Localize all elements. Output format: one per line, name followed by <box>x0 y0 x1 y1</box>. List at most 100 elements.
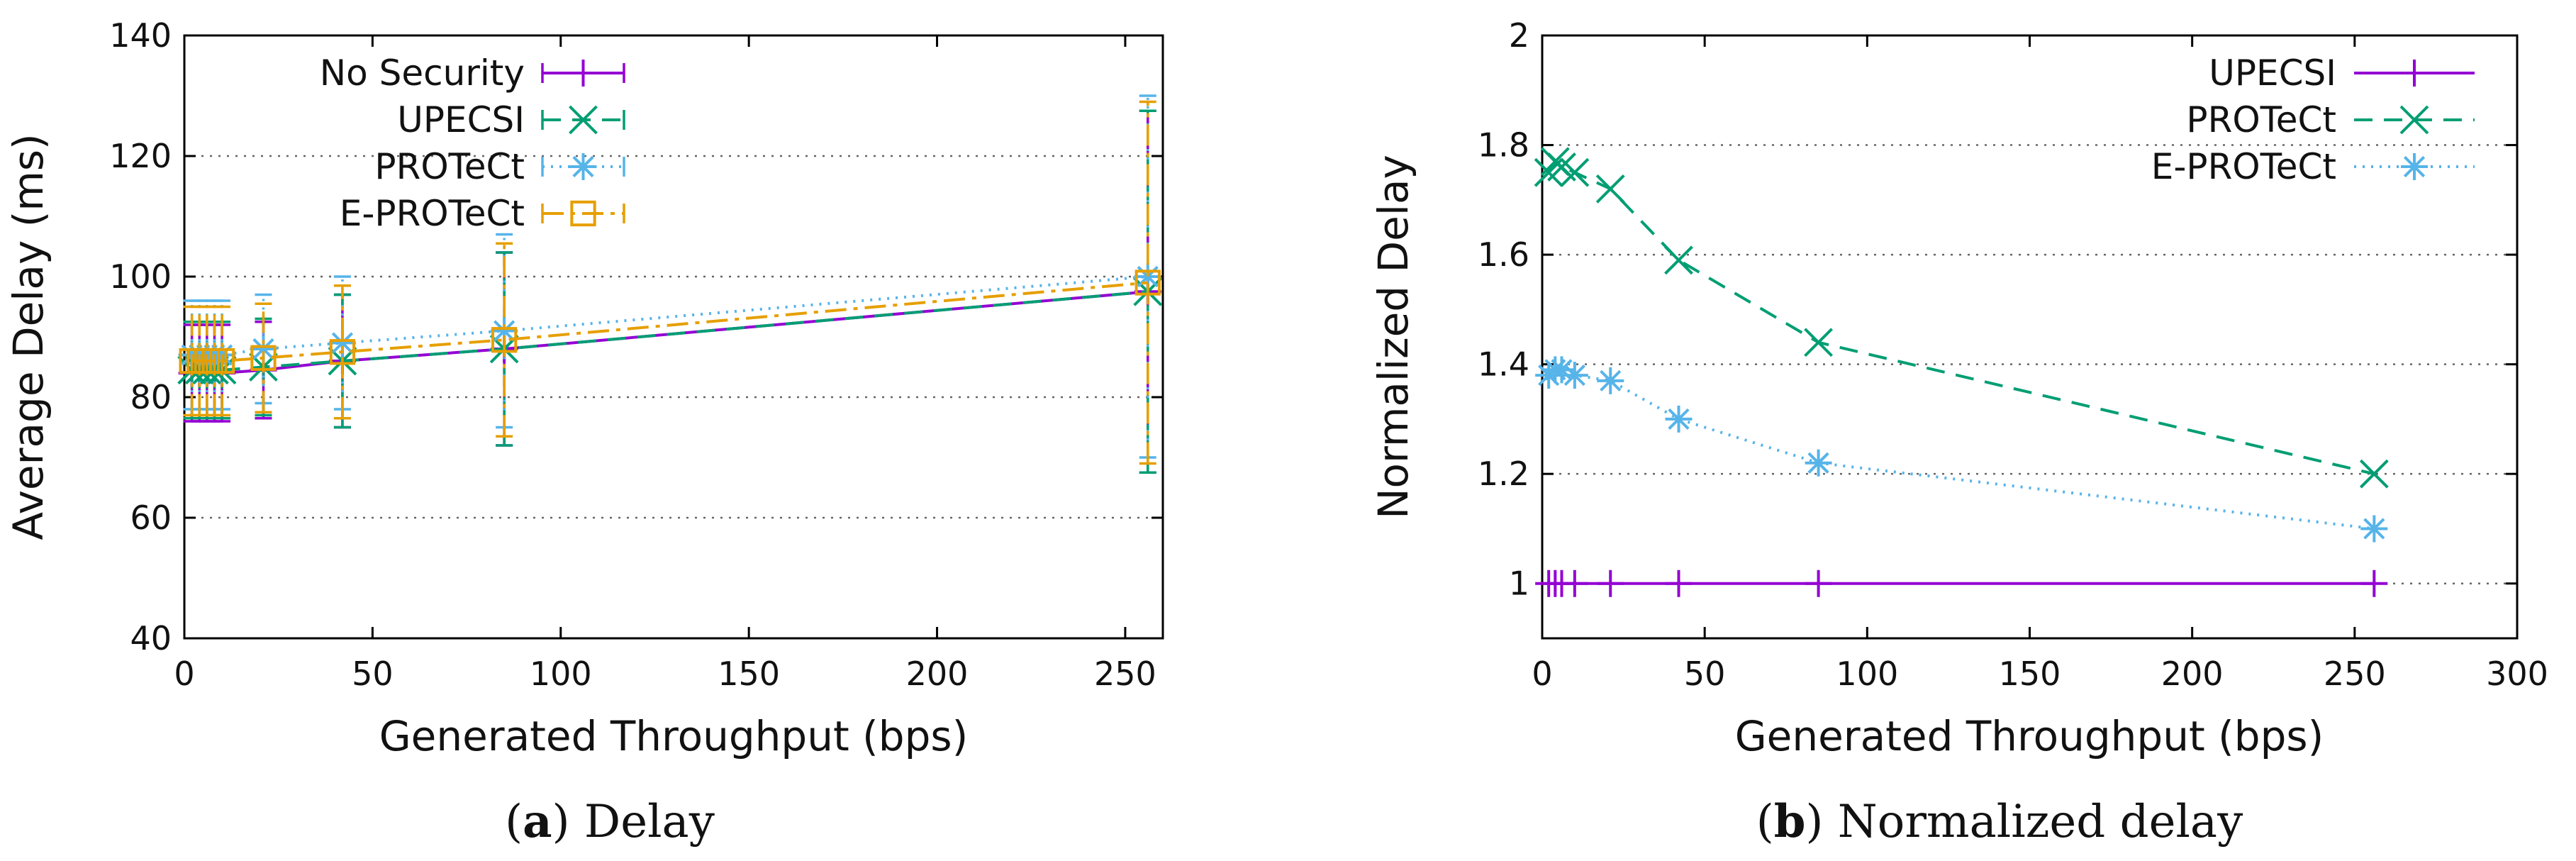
legend-label: UPECSI <box>2209 52 2336 94</box>
legend-item: UPECSI <box>2209 52 2475 94</box>
y-tick-label: 120 <box>109 137 172 175</box>
ticks-b: 1 1.2 1.4 1.6 1.8 2 0 50 100 150 200 250 300 <box>1478 16 2548 693</box>
y-axis-label-b: Normalized Delay <box>1369 155 1417 519</box>
x-axis-label-a: Generated Throughput (bps) <box>379 712 969 760</box>
legend-item: No Security <box>320 52 625 94</box>
series-line <box>191 290 1148 372</box>
legend-marker <box>2399 105 2429 135</box>
legend-item: PROTeCt <box>2186 99 2475 140</box>
legend-marker <box>2401 60 2428 87</box>
x-tick-label: 0 <box>174 655 194 693</box>
series-b <box>1534 147 2389 597</box>
x-tick-label: 100 <box>530 655 592 693</box>
caption-text-b: Normalized delay <box>1838 796 2243 848</box>
caption-b: (b) Normalized delay <box>1756 795 2243 848</box>
data-point <box>1561 362 1588 389</box>
data-point <box>329 339 356 365</box>
legend-item: E-PROTeCt <box>340 193 625 234</box>
data-point <box>2360 515 2388 543</box>
legend-marker <box>569 105 598 135</box>
y-tick-label: 1.4 <box>1478 345 1529 384</box>
data-point <box>2360 570 2388 597</box>
data-point <box>1805 570 1832 597</box>
y-tick-label: 1.8 <box>1478 126 1529 165</box>
x-tick-label: 200 <box>2161 655 2224 693</box>
ticks-a: 40 60 80 100 120 140 0 50 100 150 200 250 <box>109 16 1163 693</box>
data-point <box>1665 570 1693 597</box>
data-point <box>491 327 518 353</box>
y-tick-label: 60 <box>130 499 172 537</box>
legend-b: UPECSI PROTeCt E-PROTeCt <box>2151 52 2475 187</box>
legend-marker <box>569 153 597 180</box>
grid-a <box>184 155 1163 519</box>
y-tick-label: 40 <box>130 619 172 657</box>
data-point <box>250 335 277 362</box>
data-point <box>1665 405 1693 433</box>
y-tick-label: 140 <box>109 16 172 55</box>
caption-text-a: Delay <box>584 796 715 848</box>
y-tick-label: 100 <box>109 257 172 296</box>
caption-letter-a: a <box>523 795 552 848</box>
legend-item: E-PROTeCt <box>2151 146 2475 187</box>
data-point <box>491 317 518 345</box>
legend-label: No Security <box>320 52 525 94</box>
series-upecsi <box>177 109 1163 474</box>
legend-label: PROTeCt <box>374 146 525 187</box>
y-tick-label: 2 <box>1509 16 1529 55</box>
data-point <box>1805 449 1832 477</box>
series-a <box>177 94 1163 474</box>
x-tick-label: 100 <box>1836 655 1898 693</box>
data-point <box>1597 570 1624 597</box>
y-axis-label-a: Average Delay (ms) <box>4 133 52 540</box>
x-tick-label: 50 <box>1684 655 1726 693</box>
y-tick-label: 80 <box>130 378 172 416</box>
data-point <box>250 345 277 371</box>
data-point <box>1664 245 1693 275</box>
x-tick-label: 150 <box>718 655 780 693</box>
panel-b: 1 1.2 1.4 1.6 1.8 2 0 50 100 150 200 250 300 UPECSI P… <box>1369 16 2548 848</box>
legend-label: E-PROTeCt <box>340 193 525 234</box>
data-point <box>208 348 235 374</box>
panel-a: 40 60 80 100 120 140 0 50 100 150 200 250 No Securi… <box>4 16 1164 848</box>
legend-item: UPECSI <box>397 99 625 140</box>
series-e-protect <box>1535 356 2388 543</box>
x-tick-label: 250 <box>1094 655 1156 693</box>
legend-marker <box>570 200 596 227</box>
grid-b <box>1542 144 2517 584</box>
legend-marker <box>569 60 597 87</box>
x-tick-label: 0 <box>1532 655 1552 693</box>
series-protect <box>1534 147 2389 489</box>
plot-b-frame <box>1541 34 2519 640</box>
data-point <box>1134 263 1161 290</box>
x-axis-label-b: Generated Throughput (bps) <box>1735 712 2324 760</box>
legend-a: No Security UPECSI PROTeCt E-PROTeCt <box>320 52 625 234</box>
data-point <box>1548 356 1576 384</box>
series-no-security <box>178 109 1161 474</box>
legend-label: E-PROTeCt <box>2151 146 2336 187</box>
x-tick-label: 50 <box>352 655 394 693</box>
data-point <box>1804 328 1833 357</box>
y-tick-label: 1.6 <box>1478 235 1529 274</box>
plot-a-frame <box>183 34 1164 640</box>
x-tick-label: 300 <box>2486 655 2548 693</box>
series-line <box>1547 368 2375 531</box>
data-point <box>1560 157 1590 187</box>
data-point <box>2359 459 2389 489</box>
data-point <box>1595 174 1625 204</box>
legend-label: PROTeCt <box>2186 99 2336 140</box>
x-tick-label: 150 <box>1999 655 2061 693</box>
y-tick-label: 1 <box>1509 565 1529 603</box>
data-point <box>1561 570 1588 597</box>
legend-item: PROTeCt <box>374 146 625 187</box>
series-upecsi <box>1535 570 2388 597</box>
data-point <box>328 329 356 357</box>
data-point <box>1134 270 1161 296</box>
data-point <box>1597 367 1624 394</box>
legend-marker <box>2401 153 2428 180</box>
caption-letter-b: b <box>1774 795 1806 848</box>
y-tick-label: 1.2 <box>1478 455 1529 493</box>
caption-a: (a) Delay <box>505 795 715 848</box>
series-e-protect <box>179 100 1161 465</box>
x-tick-label: 250 <box>2324 655 2386 693</box>
